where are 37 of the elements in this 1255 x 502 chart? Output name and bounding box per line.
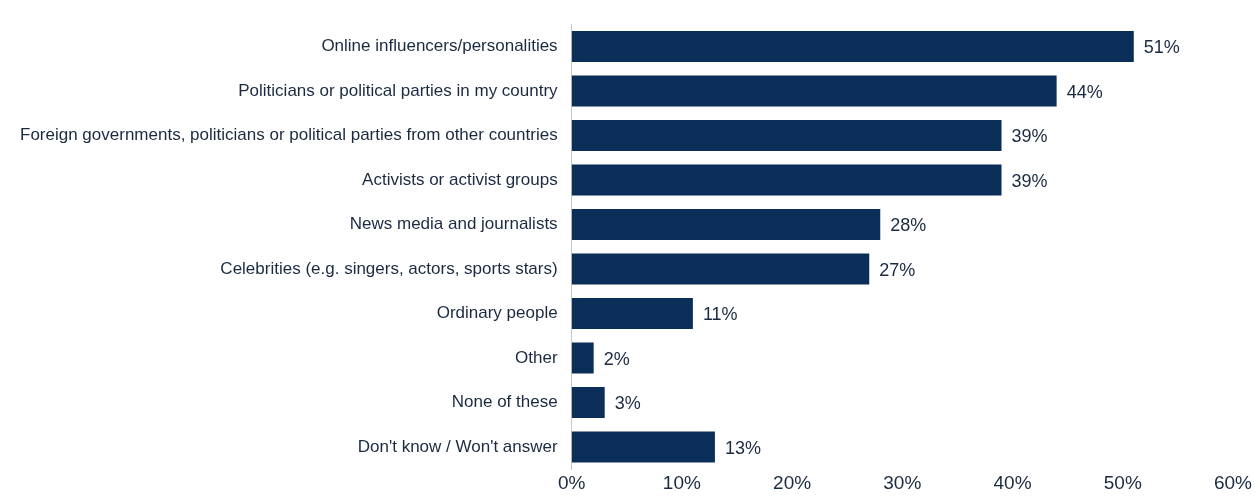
data-label: 2% (603, 348, 630, 369)
y-tick-label: News media and journalists (349, 214, 558, 234)
y-tick-label: Don't know / Won't answer (357, 436, 558, 456)
y-tick-label: Foreign governments, politicians or political parties from other countries (19, 125, 558, 145)
data-label: 44% (1066, 81, 1103, 102)
x-tick-label: 50% (1103, 471, 1142, 493)
bar (571, 119, 1002, 152)
x-tick-label: 0% (557, 471, 586, 493)
y-tick-label: Politicians or political parties in my country (238, 80, 559, 100)
bar (571, 30, 1134, 63)
data-label: 39% (1011, 170, 1048, 191)
y-tick-label: Ordinary people (436, 303, 558, 323)
data-label: 27% (879, 259, 916, 280)
bar (571, 75, 1057, 107)
x-tick-label: 20% (773, 471, 812, 493)
bar (571, 342, 594, 374)
data-label: 51% (1143, 37, 1180, 58)
bar (571, 253, 870, 285)
data-label: 11% (702, 304, 738, 325)
x-tick-label: 40% (993, 471, 1032, 493)
x-tick-label: 10% (662, 471, 701, 493)
y-tick-label: Activists or activist groups (362, 169, 558, 189)
bar (571, 431, 715, 463)
bar (571, 386, 605, 419)
data-label: 39% (1011, 126, 1048, 147)
y-tick-label: Online influencers/personalities (321, 36, 558, 56)
data-label: 28% (890, 215, 927, 236)
bar (571, 164, 1002, 196)
y-tick-label: Other (515, 347, 558, 367)
data-label: 3% (614, 393, 641, 414)
data-label: 13% (724, 437, 761, 458)
bar (571, 208, 881, 241)
x-tick-label: 60% (1213, 471, 1253, 493)
bar (571, 297, 693, 330)
y-tick-label: None of these (451, 392, 558, 412)
x-tick-label: 30% (883, 471, 922, 493)
y-tick-label: Celebrities (e.g. singers, actors, sports stars) (220, 258, 558, 278)
